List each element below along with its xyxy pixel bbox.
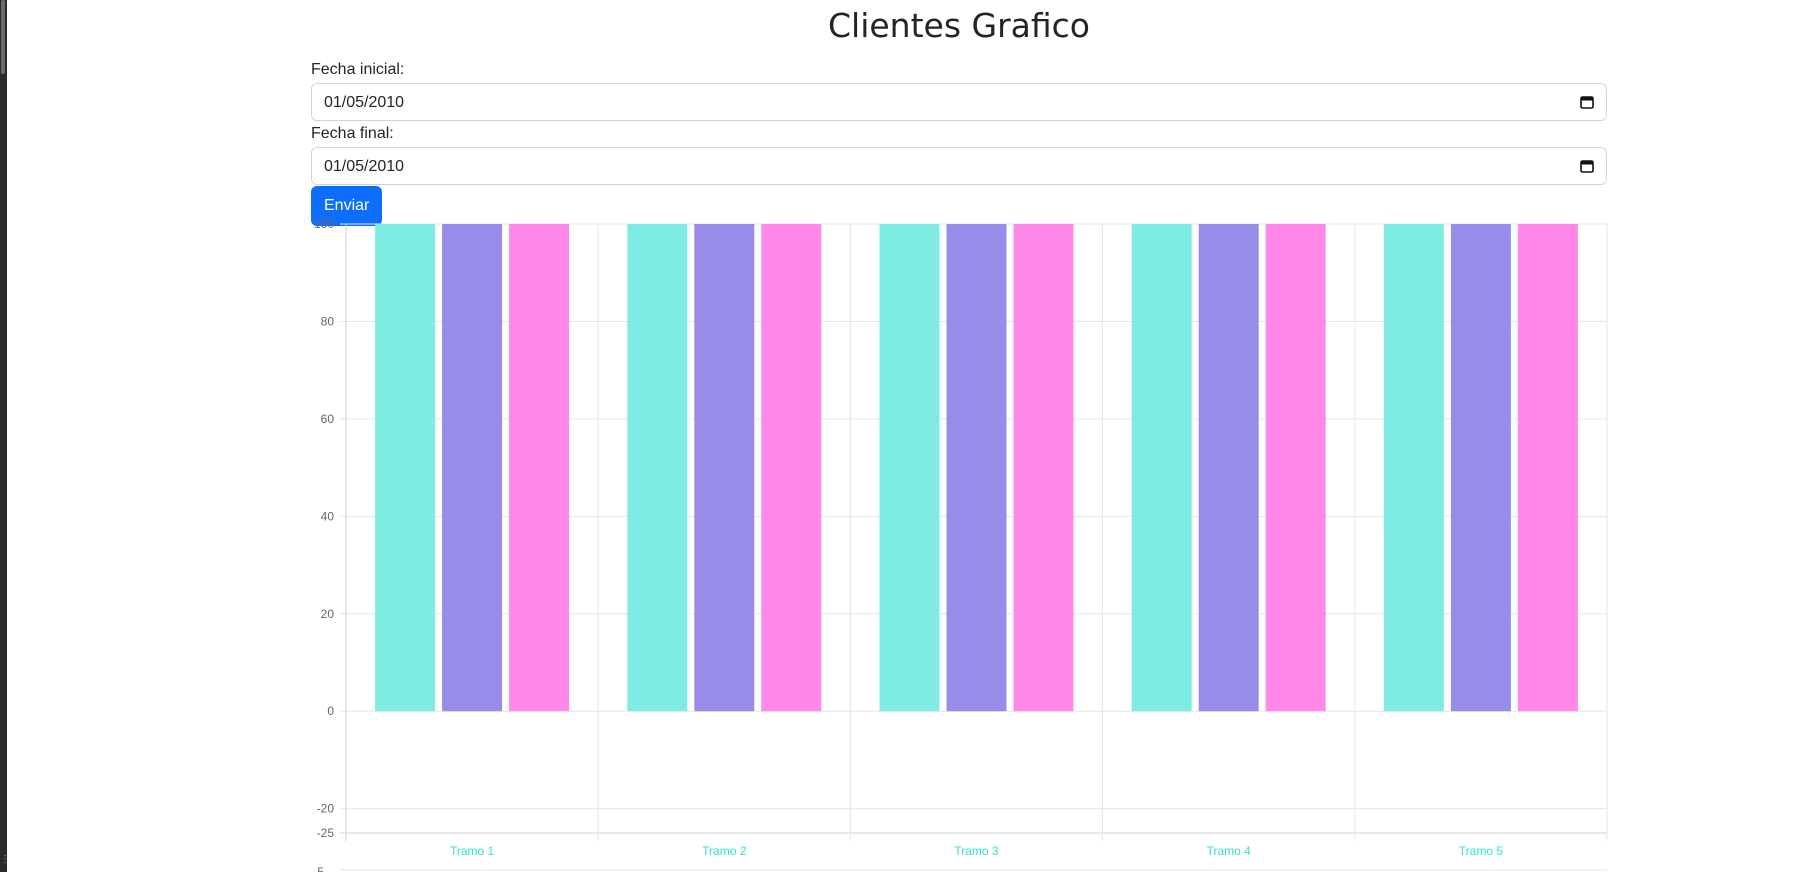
calendar-icon[interactable] [1580,95,1594,109]
bar [879,224,940,712]
x-tick-label: Tramo 1 [450,844,495,858]
y-tick-label: -20 [317,802,335,816]
left-edge-strip: ⋮ [0,0,10,872]
bar [1517,224,1578,712]
bar [761,224,822,712]
bar [375,224,436,712]
submit-button[interactable]: Enviar [311,186,383,226]
calendar-icon[interactable] [1580,159,1594,173]
more-dots-icon: ⋮ [0,854,10,865]
x-tick-label: Tramo 2 [702,844,747,858]
bar [946,224,1007,712]
bar [442,224,503,712]
bar [1265,224,1326,712]
y-tick-label: 20 [321,607,335,621]
page-title: Clientes Grafico [827,6,1090,45]
end-date-label: Fecha final: [311,125,394,142]
y-tick-label: 60 [321,412,335,426]
y-tick-label: 0 [327,704,334,718]
bar [1198,224,1259,712]
y-tick-label: 80 [321,314,335,328]
bar [627,224,688,712]
x-tick-label: Tramo 4 [1207,844,1252,858]
end-date-value: 01/05/2010 [324,158,405,175]
bar [1013,224,1074,712]
end-date-input[interactable]: 01/05/2010 [311,147,1607,185]
scrollbar-thumb[interactable] [1,0,5,74]
bar [694,224,755,712]
start-date-value: 01/05/2010 [324,94,405,111]
y-tick-label: 100 [314,217,334,231]
x-tick-label: Tramo 5 [1459,844,1504,858]
y-tick-label: 40 [321,509,335,523]
bar [1450,224,1511,712]
bar [1131,224,1192,712]
main-container: Clientes Grafico Fecha inicial: 01/05/20… [311,0,1607,226]
bar [1383,224,1444,712]
y-tick-label: -25 [317,826,335,840]
start-date-label: Fecha inicial: [311,61,405,78]
bar [509,224,570,712]
start-date-input[interactable]: 01/05/2010 [311,83,1607,121]
x-tick-label: Tramo 3 [954,844,999,858]
next-chart-tick-label: 5 [317,865,324,872]
